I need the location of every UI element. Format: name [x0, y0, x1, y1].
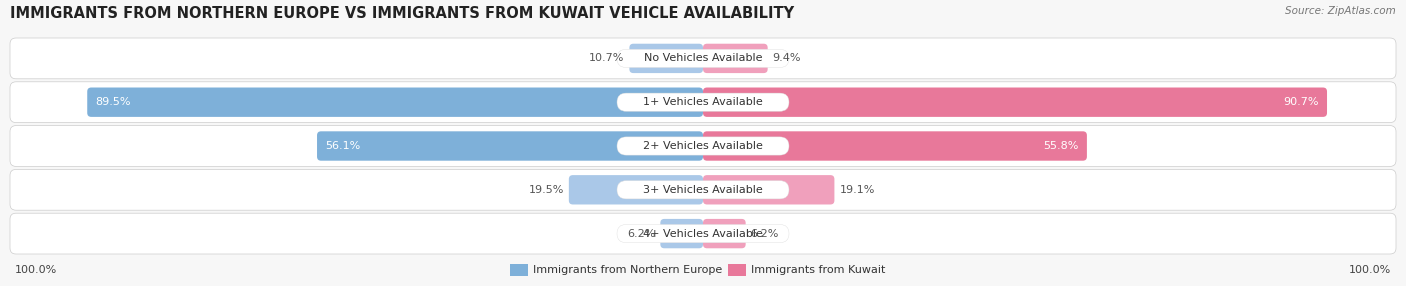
FancyBboxPatch shape — [728, 264, 747, 276]
FancyBboxPatch shape — [569, 175, 703, 204]
FancyBboxPatch shape — [703, 219, 745, 248]
FancyBboxPatch shape — [617, 137, 789, 155]
FancyBboxPatch shape — [510, 264, 529, 276]
FancyBboxPatch shape — [617, 225, 789, 243]
Text: Immigrants from Kuwait: Immigrants from Kuwait — [751, 265, 886, 275]
Text: 4+ Vehicles Available: 4+ Vehicles Available — [643, 229, 763, 239]
Text: 89.5%: 89.5% — [96, 97, 131, 107]
FancyBboxPatch shape — [703, 88, 1327, 117]
FancyBboxPatch shape — [703, 175, 834, 204]
FancyBboxPatch shape — [617, 181, 789, 199]
FancyBboxPatch shape — [703, 44, 768, 73]
Text: 100.0%: 100.0% — [15, 265, 58, 275]
FancyBboxPatch shape — [10, 38, 1396, 79]
Text: Source: ZipAtlas.com: Source: ZipAtlas.com — [1285, 6, 1396, 16]
FancyBboxPatch shape — [10, 82, 1396, 123]
FancyBboxPatch shape — [661, 219, 703, 248]
FancyBboxPatch shape — [316, 131, 703, 161]
Text: 100.0%: 100.0% — [1348, 265, 1391, 275]
Text: 6.2%: 6.2% — [751, 229, 779, 239]
Text: 3+ Vehicles Available: 3+ Vehicles Available — [643, 185, 763, 195]
Text: 6.2%: 6.2% — [627, 229, 655, 239]
FancyBboxPatch shape — [10, 213, 1396, 254]
Text: 2+ Vehicles Available: 2+ Vehicles Available — [643, 141, 763, 151]
Text: 19.5%: 19.5% — [529, 185, 564, 195]
Text: 1+ Vehicles Available: 1+ Vehicles Available — [643, 97, 763, 107]
Text: 19.1%: 19.1% — [839, 185, 875, 195]
Text: 10.7%: 10.7% — [589, 53, 624, 63]
Text: 56.1%: 56.1% — [325, 141, 360, 151]
Text: IMMIGRANTS FROM NORTHERN EUROPE VS IMMIGRANTS FROM KUWAIT VEHICLE AVAILABILITY: IMMIGRANTS FROM NORTHERN EUROPE VS IMMIG… — [10, 6, 794, 21]
FancyBboxPatch shape — [10, 169, 1396, 210]
FancyBboxPatch shape — [87, 88, 703, 117]
FancyBboxPatch shape — [617, 93, 789, 111]
FancyBboxPatch shape — [617, 49, 789, 67]
Text: 9.4%: 9.4% — [773, 53, 801, 63]
Text: 90.7%: 90.7% — [1284, 97, 1319, 107]
FancyBboxPatch shape — [703, 131, 1087, 161]
Text: Immigrants from Northern Europe: Immigrants from Northern Europe — [533, 265, 723, 275]
Text: No Vehicles Available: No Vehicles Available — [644, 53, 762, 63]
Text: 55.8%: 55.8% — [1043, 141, 1078, 151]
FancyBboxPatch shape — [10, 126, 1396, 166]
FancyBboxPatch shape — [630, 44, 703, 73]
